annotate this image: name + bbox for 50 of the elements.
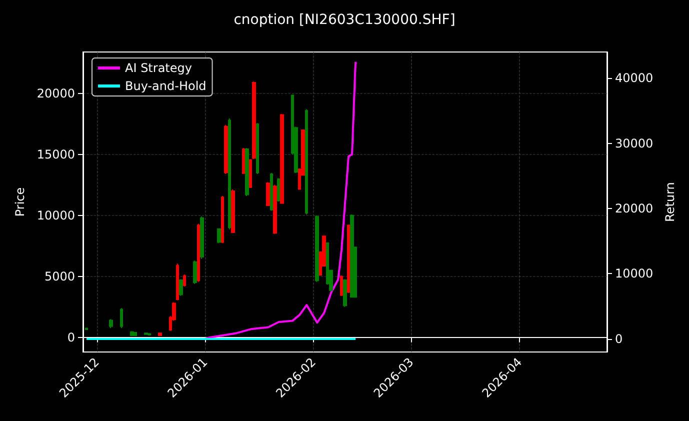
candlestick	[109, 318, 113, 329]
candlestick	[277, 178, 280, 202]
candlestick	[221, 196, 224, 244]
candlestick	[266, 182, 270, 207]
candlestick	[347, 224, 350, 294]
candlestick	[270, 172, 273, 212]
y-tick-label: 0	[67, 330, 75, 344]
candlestick	[176, 262, 179, 301]
candlestick	[148, 332, 151, 336]
candlestick	[242, 147, 245, 174]
candlestick	[305, 108, 308, 215]
candlestick	[231, 189, 235, 234]
candlestick	[343, 278, 347, 308]
candlestick	[245, 147, 249, 197]
candlestick	[158, 332, 162, 337]
candlestick	[228, 118, 231, 230]
y2-tick-label: 30000	[615, 136, 654, 150]
candlestick	[315, 214, 319, 282]
candlestick	[224, 124, 228, 174]
candlestick	[252, 81, 256, 160]
y2-tick-label: 0	[615, 332, 623, 346]
chart-title: cnoption [NI2603C130000.SHF]	[234, 12, 456, 28]
candlestick	[85, 327, 88, 331]
y2-tick-label: 10000	[615, 266, 654, 281]
legend-label: Buy-and-Hold	[125, 79, 206, 93]
candlestick	[134, 331, 137, 337]
candlestick	[217, 228, 221, 244]
y-axis-title: Price	[12, 187, 27, 217]
candlestick	[256, 122, 259, 174]
y-tick-label: 15000	[36, 147, 75, 162]
candlestick	[197, 223, 200, 282]
candlestick	[193, 260, 197, 284]
candlestick	[183, 274, 186, 288]
y2-tick-label: 20000	[615, 202, 654, 216]
candlestick	[120, 308, 123, 329]
y-tick-label: 10000	[36, 208, 75, 222]
candlestick	[179, 278, 183, 296]
candlestick	[340, 274, 343, 296]
y-tick-label: 5000	[44, 269, 75, 284]
candlestick	[144, 332, 148, 336]
candlestick	[200, 216, 204, 260]
candlestick	[273, 184, 277, 234]
candlestick	[249, 158, 252, 188]
legend-label: AI Strategy	[125, 61, 192, 75]
candlestick	[130, 330, 134, 337]
y-tick-label: 20000	[36, 86, 75, 100]
candlestick	[350, 214, 354, 298]
y2-axis-title: Return	[663, 182, 678, 222]
candlestick	[280, 113, 284, 204]
y2-tick-label: 40000	[615, 71, 654, 86]
